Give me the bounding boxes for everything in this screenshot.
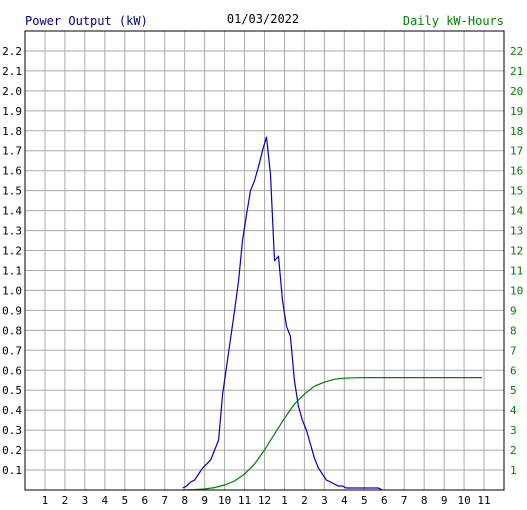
y-tick-label: 0.7 <box>2 344 22 357</box>
y2-tick-label: 13 <box>510 225 523 238</box>
y2-tick-label: 22 <box>510 45 523 58</box>
y2-tick-label: 16 <box>510 165 523 178</box>
x-tick-label: 10 <box>218 494 231 507</box>
x-tick-label: 7 <box>401 494 408 507</box>
y2-tick-label: 12 <box>510 245 523 258</box>
x-tick-label: 6 <box>381 494 388 507</box>
y2-tick-label: 8 <box>510 324 517 337</box>
y-tick-label: 0.2 <box>2 444 22 457</box>
x-tick-label: 3 <box>321 494 328 507</box>
y2-tick-label: 10 <box>510 284 523 297</box>
y-tick-label: 0.6 <box>2 364 22 377</box>
y-tick-label: 2.0 <box>2 85 22 98</box>
series-line-power <box>182 136 383 491</box>
y2-tick-label: 9 <box>510 304 517 317</box>
y-tick-label: 1.9 <box>2 105 22 118</box>
x-tick-label: 8 <box>421 494 428 507</box>
y-tick-label: 1.0 <box>2 284 22 297</box>
x-tick-label: 9 <box>201 494 208 507</box>
x-tick-label: 1 <box>42 494 49 507</box>
x-tick-label: 9 <box>441 494 448 507</box>
y2-tick-label: 20 <box>510 85 523 98</box>
y2-tick-label: 11 <box>510 264 523 277</box>
y-tick-label: 1.4 <box>2 205 22 218</box>
y2-axis-title: Daily kW-Hours <box>403 14 504 28</box>
x-tick-label: 6 <box>141 494 148 507</box>
y2-tick-label: 18 <box>510 125 523 138</box>
x-tick-label: 11 <box>477 494 490 507</box>
y2-tick-label: 4 <box>510 404 517 417</box>
x-tick-label: 1 <box>281 494 288 507</box>
y-tick-label: 1.3 <box>2 225 22 238</box>
y2-tick-label: 3 <box>510 424 517 437</box>
y2-tick-label: 1 <box>510 464 517 477</box>
y2-tick-label: 19 <box>510 105 523 118</box>
y2-tick-label: 21 <box>510 65 523 78</box>
y-tick-label: 0.5 <box>2 384 22 397</box>
x-tick-label: 4 <box>341 494 348 507</box>
y-tick-label: 1.2 <box>2 245 22 258</box>
y-tick-label: 1.6 <box>2 165 22 178</box>
chart-title: 01/03/2022 <box>227 12 299 26</box>
series-line-energy <box>182 377 482 491</box>
y-tick-label: 0.4 <box>2 404 22 417</box>
y2-tick-label: 17 <box>510 145 523 158</box>
x-tick-label: 4 <box>102 494 109 507</box>
y2-tick-label: 7 <box>510 344 517 357</box>
y2-tick-label: 6 <box>510 364 517 377</box>
x-tick-label: 11 <box>238 494 251 507</box>
x-tick-label: 7 <box>161 494 168 507</box>
y2-tick-label: 5 <box>510 384 517 397</box>
y-tick-label: 1.5 <box>2 185 22 198</box>
x-tick-label: 5 <box>361 494 368 507</box>
y-tick-label: 2.2 <box>2 45 22 58</box>
plot-frame <box>24 30 505 491</box>
y-tick-label: 0.9 <box>2 304 22 317</box>
y-tick-label: 2.1 <box>2 65 22 78</box>
y-axis-title: Power Output (kW) <box>25 14 148 28</box>
y-tick-label: 0.8 <box>2 324 22 337</box>
y-tick-label: 1.8 <box>2 125 22 138</box>
y-tick-label: 1.1 <box>2 264 22 277</box>
x-tick-label: 5 <box>121 494 128 507</box>
y-tick-label: 0.3 <box>2 424 22 437</box>
y-tick-label: 0.1 <box>2 464 22 477</box>
x-tick-label: 10 <box>457 494 470 507</box>
x-tick-label: 3 <box>82 494 89 507</box>
y2-tick-label: 15 <box>510 185 523 198</box>
grid <box>25 31 504 490</box>
y2-tick-label: 2 <box>510 444 517 457</box>
y2-tick-label: 14 <box>510 205 524 218</box>
x-tick-label: 2 <box>301 494 308 507</box>
x-tick-label: 8 <box>181 494 188 507</box>
y-tick-label: 1.7 <box>2 145 22 158</box>
tick-labels: 1 2 3 4 5 6 7 8 9 10 11 12 1 2 3 4 5 6 7 8 9 10 110.10.20.30.4… <box>2 45 523 507</box>
x-tick-label: 12 <box>258 494 271 507</box>
series-lines <box>182 136 482 491</box>
x-tick-label: 2 <box>62 494 69 507</box>
